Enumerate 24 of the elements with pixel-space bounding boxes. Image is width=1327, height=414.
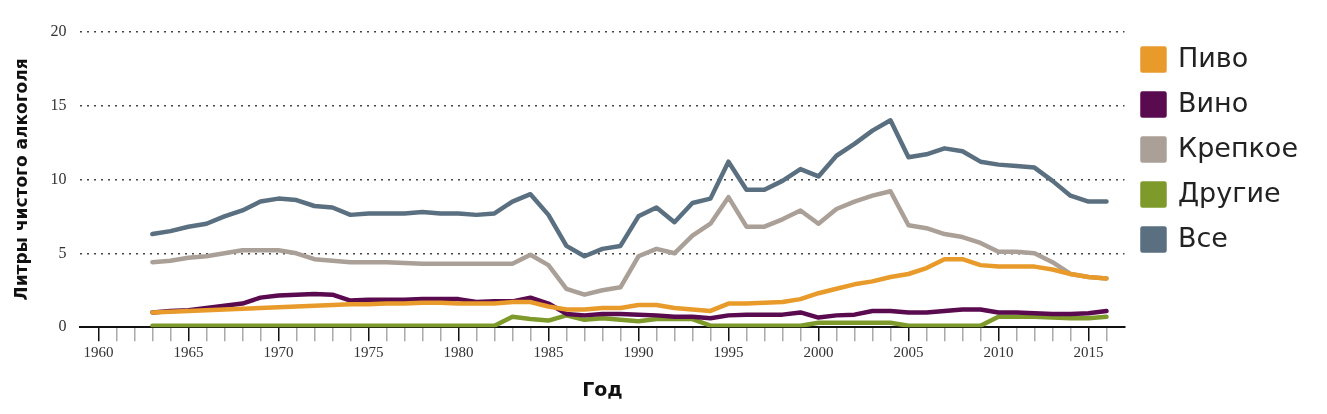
x-tick-label: 1965: [173, 344, 204, 361]
y-tick-label: 20: [50, 21, 67, 39]
x-tick-label: 2010: [983, 344, 1014, 361]
x-tick-label: 1960: [83, 344, 114, 361]
x-axis-title: Год: [582, 377, 623, 400]
x-tick-label: 1995: [713, 344, 744, 361]
x-tick-label: 1985: [533, 344, 564, 361]
y-tick-label: 0: [58, 317, 67, 335]
x-tick-label: 2005: [893, 344, 924, 361]
x-tick-label: 1975: [353, 344, 384, 361]
legend-label: Крепкое: [1177, 131, 1299, 163]
legend-label: Другие: [1177, 176, 1281, 208]
x-tick-label: 2015: [1073, 344, 1104, 361]
x-tick-label: 1980: [443, 344, 474, 361]
x-tick-label: 2000: [803, 344, 834, 361]
y-tick-label: 15: [50, 95, 67, 113]
x-tick-label: 1970: [263, 344, 294, 361]
legend-label: Все: [1177, 221, 1228, 253]
x-tick-label: 1990: [623, 344, 654, 361]
y-axis-title: Литры чистого алкоголя: [10, 58, 31, 301]
legend-label: Пиво: [1177, 41, 1249, 73]
legend-label: Вино: [1177, 86, 1249, 118]
y-tick-label: 5: [58, 243, 67, 261]
y-tick-label: 10: [50, 169, 67, 187]
